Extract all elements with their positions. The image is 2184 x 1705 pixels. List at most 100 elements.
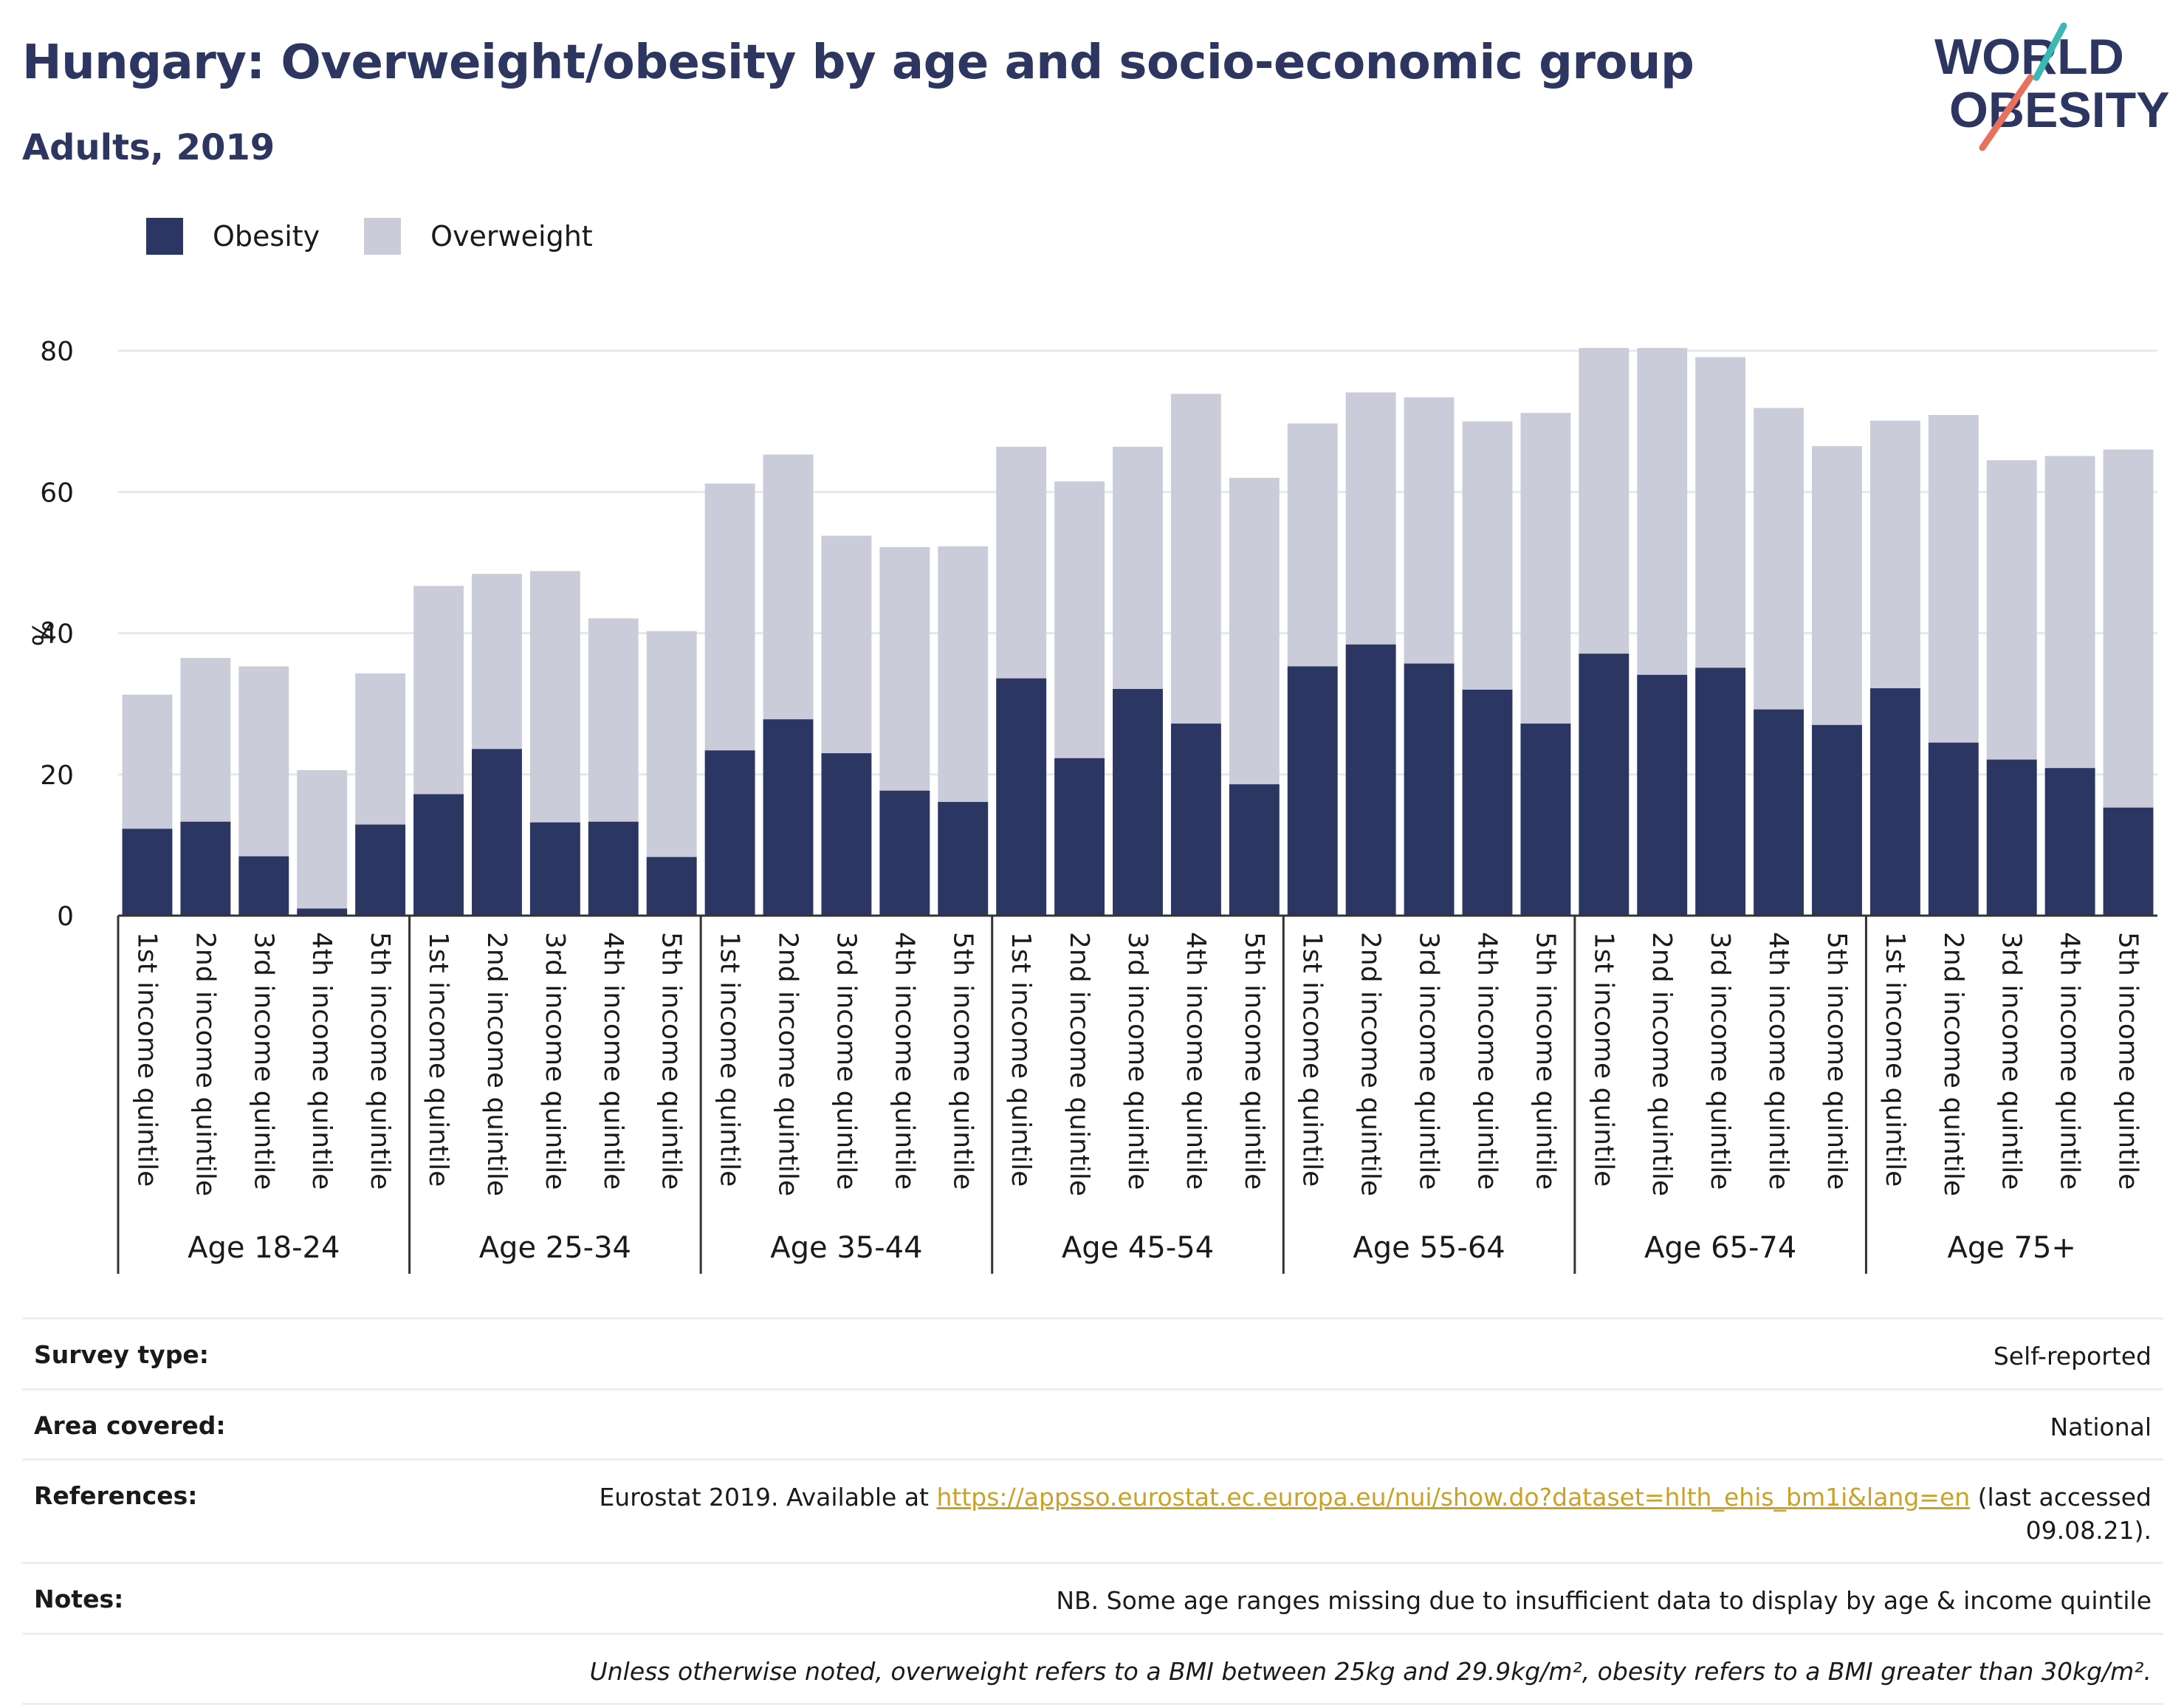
x-tick-label: 2nd income quintile <box>1356 932 1386 1196</box>
bar-obesity <box>297 908 348 916</box>
x-tick-label: 1st income quintile <box>1588 932 1618 1187</box>
legend-swatch-obesity <box>146 218 183 255</box>
bar-obesity <box>646 857 697 916</box>
x-tick-label: 5th income quintile <box>656 932 687 1190</box>
legend-item-overweight: Overweight <box>364 218 593 255</box>
x-tick-label: 5th income quintile <box>1530 932 1560 1190</box>
bar-obesity <box>238 856 289 916</box>
x-tick-label: 4th income quintile <box>889 932 919 1190</box>
x-tick-label: 1st income quintile <box>1880 932 1910 1187</box>
bar-obesity <box>1986 759 2037 916</box>
meta-value-survey-type: Self-reported <box>1993 1342 2152 1370</box>
bar-obesity <box>1054 758 1105 916</box>
x-tick-label: 2nd income quintile <box>190 932 220 1196</box>
y-tick-label: 80 <box>40 337 74 367</box>
bar-obesity <box>763 719 814 916</box>
y-axis-label: % <box>27 620 60 646</box>
world-obesity-logo: WORLD OBESITY <box>1934 22 2170 151</box>
references-suffix: (last accessed 09.08.21). <box>1970 1483 2152 1545</box>
references-link[interactable]: https://appsso.eurostat.ec.europa.eu/nui… <box>936 1483 1971 1512</box>
bar-obesity <box>413 794 464 916</box>
group-label: Age 75+ <box>1947 1231 2076 1265</box>
x-tick-label: 3rd income quintile <box>540 932 570 1190</box>
logo-slash-teal <box>2033 22 2067 81</box>
bar-overweight <box>297 770 348 916</box>
y-tick-label: 60 <box>40 478 74 508</box>
logo-word-obesity: OBESITY <box>1949 82 2170 138</box>
bar-obesity <box>821 753 872 916</box>
x-tick-label: 5th income quintile <box>1239 932 1269 1190</box>
bar-obesity <box>1229 784 1280 916</box>
x-tick-label: 3rd income quintile <box>1122 932 1153 1190</box>
x-tick-label: 1st income quintile <box>715 932 745 1187</box>
bar-obesity <box>1637 674 1688 916</box>
bar-obesity <box>1113 689 1163 916</box>
x-tick-label: 3rd income quintile <box>1705 932 1735 1190</box>
meta-value-area-covered: National <box>2050 1412 2152 1441</box>
x-tick-label: 5th income quintile <box>365 932 395 1190</box>
bar-obesity <box>938 802 989 916</box>
legend-item-obesity: Obesity <box>146 218 320 255</box>
x-tick-label: 4th income quintile <box>598 932 628 1190</box>
x-tick-label: 2nd income quintile <box>481 932 512 1196</box>
references-prefix: Eurostat 2019. Available at <box>599 1483 937 1512</box>
bar-obesity <box>472 749 522 916</box>
bar-obesity <box>1695 668 1746 916</box>
x-tick-label: 4th income quintile <box>1472 932 1502 1190</box>
meta-definition-note: Unless otherwise noted, overweight refer… <box>589 1656 2152 1686</box>
bar-chart: 0 20 40 60 80% 1st income quintile 2nd income … <box>27 337 2157 1274</box>
x-tick-label: 4th income quintile <box>1181 932 1211 1190</box>
bar-obesity <box>2044 768 2095 916</box>
bar-obesity <box>1287 666 1338 916</box>
bar-obesity <box>1812 724 1862 916</box>
x-tick-label: 4th income quintile <box>2055 932 2085 1190</box>
group-label: Age 55-64 <box>1353 1231 1505 1265</box>
bar-obesity <box>1404 663 1455 916</box>
legend-label-overweight: Overweight <box>430 220 593 253</box>
bar-obesity <box>879 790 930 916</box>
bar-obesity <box>1579 653 1630 916</box>
x-tick-label: 1st income quintile <box>1006 932 1036 1187</box>
bar-obesity <box>180 821 231 916</box>
x-tick-label: 3rd income quintile <box>248 932 278 1190</box>
x-tick-label: 1st income quintile <box>423 932 453 1187</box>
x-tick-label: 2nd income quintile <box>1938 932 1968 1196</box>
bar-obesity <box>1462 690 1513 916</box>
x-tick-label: 1st income quintile <box>1297 932 1328 1187</box>
meta-label-references: References: <box>34 1481 198 1511</box>
chart-title: Hungary: Overweight/obesity by age and s… <box>22 35 1694 90</box>
x-tick-label: 5th income quintile <box>2113 932 2143 1190</box>
meta-value-notes: NB. Some age ranges missing due to insuf… <box>1056 1586 2152 1616</box>
x-tick-label: 5th income quintile <box>947 932 978 1190</box>
x-tick-label: 5th income quintile <box>1821 932 1852 1190</box>
x-tick-label: 3rd income quintile <box>1996 932 2027 1190</box>
meta-row-area-covered: Area covered: National <box>22 1387 2163 1459</box>
x-tick-label: 3rd income quintile <box>1414 932 1444 1190</box>
x-tick-label: 2nd income quintile <box>773 932 803 1196</box>
group-label: Age 18-24 <box>188 1231 340 1265</box>
survey-metadata-table: Survey type: Self-reported Area covered:… <box>22 1317 2163 1705</box>
y-tick-label: 0 <box>57 902 74 932</box>
bar-obesity <box>122 829 173 916</box>
group-label: Age 35-44 <box>770 1231 922 1265</box>
x-tick-label: 3rd income quintile <box>831 932 861 1190</box>
bar-obesity <box>1520 723 1571 916</box>
chart-subtitle: Adults, 2019 <box>22 127 275 168</box>
bar-obesity <box>1869 688 1920 916</box>
group-label: Age 65-74 <box>1644 1231 1796 1265</box>
bar-obesity <box>704 750 755 916</box>
x-tick-label: 1st income quintile <box>131 932 162 1187</box>
bar-obesity <box>2103 807 2154 916</box>
bar-obesity <box>355 824 406 916</box>
meta-label-survey-type: Survey type: <box>34 1340 209 1369</box>
legend-swatch-overweight <box>364 218 402 255</box>
chart-legend: Obesity Overweight <box>146 218 637 255</box>
y-tick-label: 40 <box>40 620 74 650</box>
logo-slash-coral <box>1979 74 2034 151</box>
x-tick-label: 4th income quintile <box>306 932 337 1190</box>
meta-row-definition: Unless otherwise noted, overweight refer… <box>22 1632 2163 1705</box>
bar-obesity <box>1170 723 1221 916</box>
x-tick-label: 4th income quintile <box>1763 932 1793 1190</box>
meta-label-notes: Notes: <box>34 1585 124 1614</box>
meta-row-survey-type: Survey type: Self-reported <box>22 1317 2163 1388</box>
